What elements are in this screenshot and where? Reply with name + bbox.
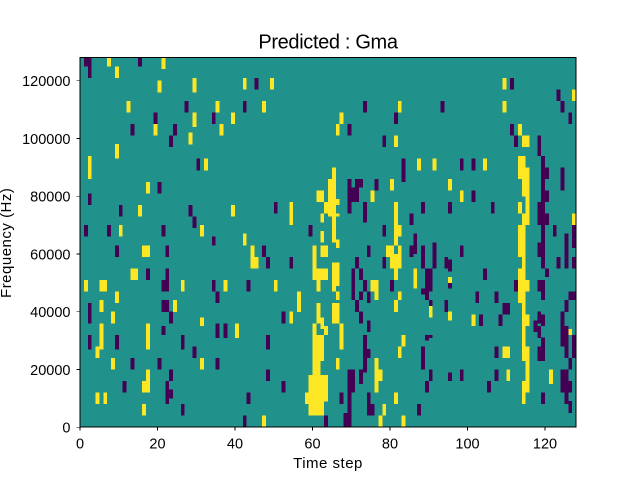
svg-text:0: 0 xyxy=(62,421,70,437)
svg-text:0: 0 xyxy=(76,436,84,452)
svg-text:60000: 60000 xyxy=(30,247,70,263)
svg-text:Time step: Time step xyxy=(293,455,363,472)
svg-text:120: 120 xyxy=(533,436,557,452)
svg-text:100000: 100000 xyxy=(22,132,70,148)
svg-text:80000: 80000 xyxy=(30,190,70,206)
svg-text:100: 100 xyxy=(455,436,479,452)
svg-text:120000: 120000 xyxy=(22,74,70,90)
svg-text:80: 80 xyxy=(382,436,398,452)
svg-text:40: 40 xyxy=(227,436,243,452)
svg-text:Predicted : Gma: Predicted : Gma xyxy=(258,32,398,54)
svg-text:40000: 40000 xyxy=(30,305,70,321)
svg-text:20: 20 xyxy=(149,436,165,452)
svg-text:60: 60 xyxy=(304,436,320,452)
svg-text:20000: 20000 xyxy=(30,363,70,379)
svg-text:Frequency (Hz): Frequency (Hz) xyxy=(0,188,15,298)
